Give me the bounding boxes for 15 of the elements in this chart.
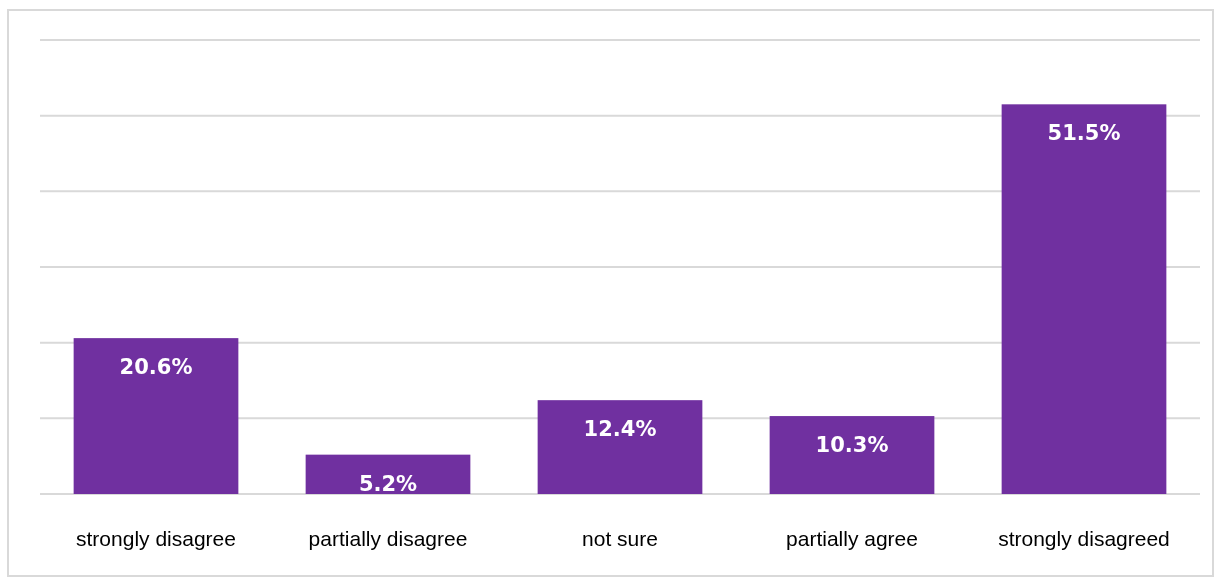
data-label: 51.5% [1047,121,1121,146]
data-label: 12.4% [583,417,657,442]
data-label: 10.3% [815,433,889,458]
x-tick-label: partially agree [786,527,918,550]
x-tick-label: not sure [582,527,658,550]
data-label: 5.2% [358,471,418,496]
bar [537,400,703,494]
x-tick-label: strongly disagree [76,527,236,550]
x-tick-label: strongly disagreed [998,527,1170,550]
x-tick-label: partially disagree [308,527,468,550]
bar [305,454,471,494]
bar [769,416,935,494]
data-label: 20.6% [119,355,193,380]
bar [73,338,239,494]
bar [1001,104,1167,494]
